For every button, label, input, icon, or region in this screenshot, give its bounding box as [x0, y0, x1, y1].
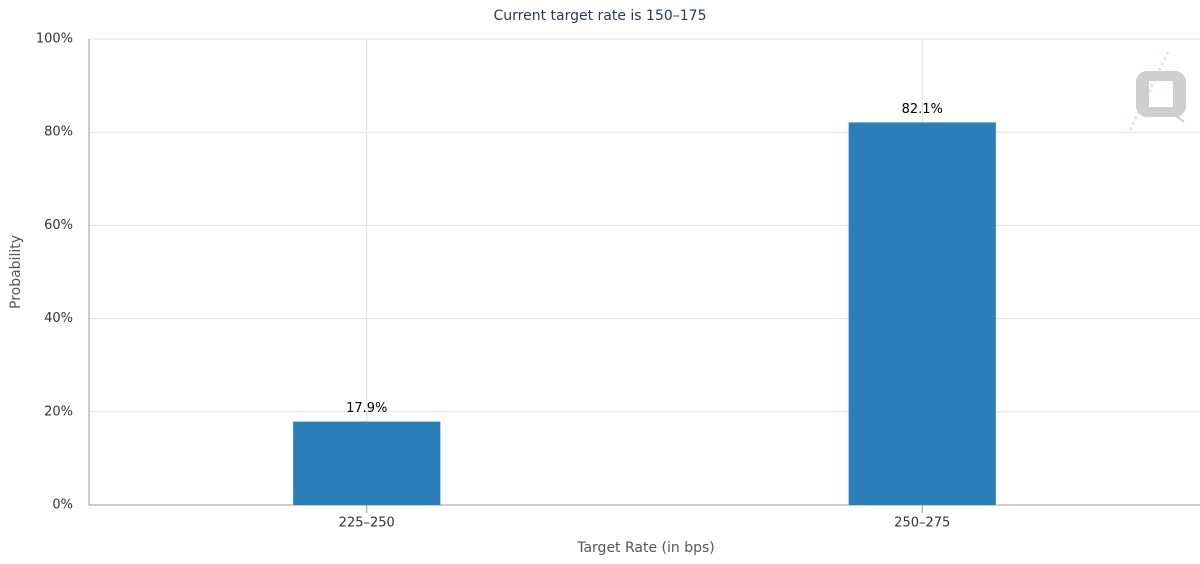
x-tick-label: 225–250 — [339, 516, 395, 531]
y-tick-label: 40% — [44, 311, 73, 326]
x-tick-label: 250–275 — [894, 516, 950, 531]
y-tick-label: 60% — [44, 218, 73, 233]
logo — [1128, 51, 1186, 131]
chart-title: Current target rate is 150–175 — [493, 8, 706, 24]
bar — [293, 421, 441, 505]
y-tick-label: 0% — [52, 498, 73, 513]
value-label: 82.1% — [902, 102, 943, 117]
x-axis-title: Target Rate (in bps) — [576, 540, 715, 556]
bar — [848, 122, 996, 505]
value-label: 17.9% — [346, 401, 387, 416]
y-axis-title: Probability — [8, 235, 24, 309]
y-tick-label: 100% — [36, 32, 73, 47]
y-tick-label: 20% — [44, 404, 73, 419]
y-tick-label: 80% — [44, 125, 73, 140]
